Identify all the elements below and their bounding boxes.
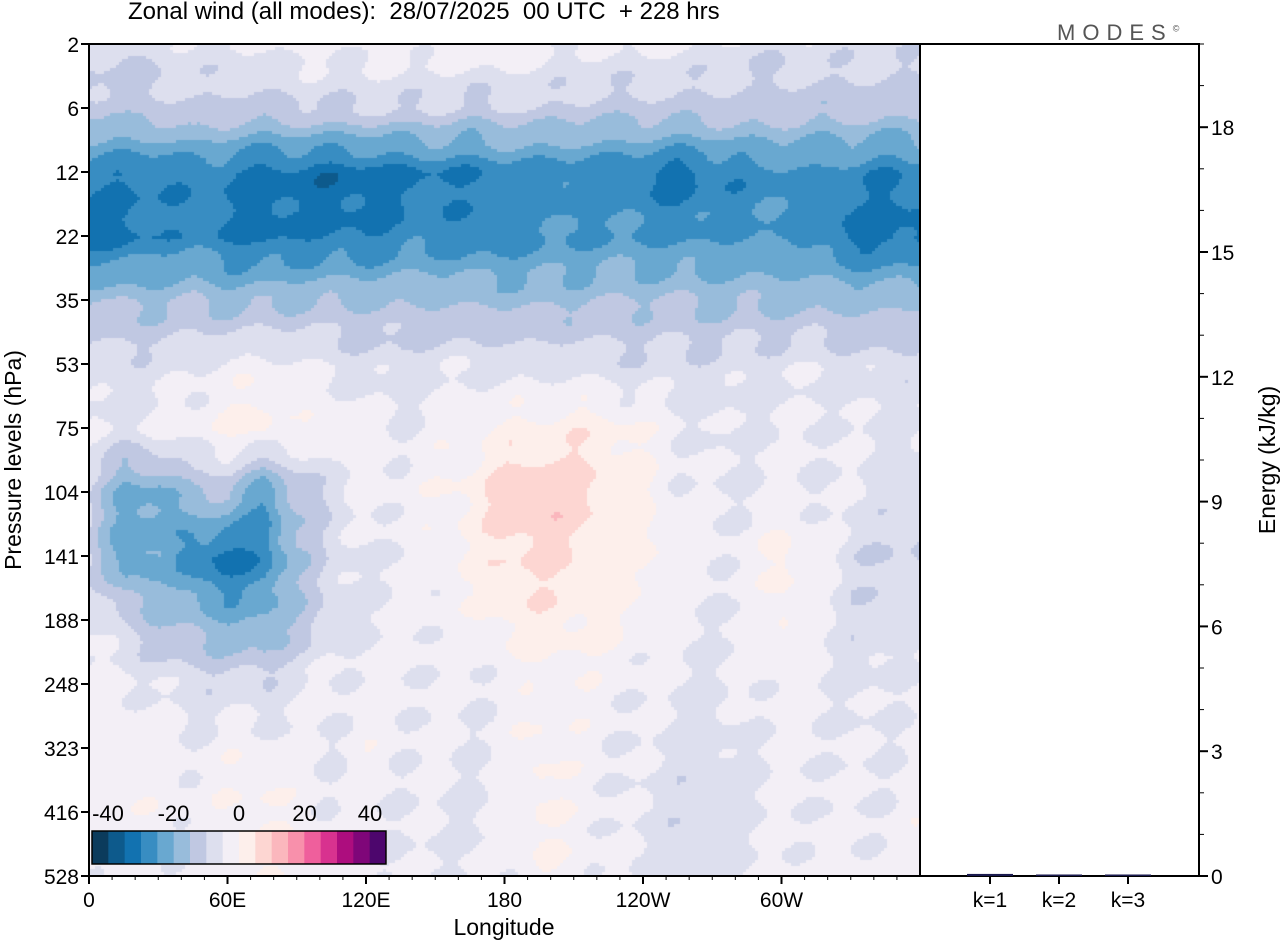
energy-tick-label: 3 [1211,741,1223,764]
energy-tick-label: 12 [1211,367,1234,390]
y-tick-label: 416 [44,802,79,825]
colorbar-tick-label: 40 [358,801,382,826]
colorbar-tick-label: 20 [292,801,316,826]
y-tick-label: 188 [44,610,79,633]
colorbar-swatch [206,831,224,864]
y-tick-label: 6 [67,98,79,121]
colorbar-swatch [369,831,387,864]
chart-title: Zonal wind (all modes): 28/07/2025 00 UT… [128,0,720,25]
bar-label: k=3 [1111,889,1145,912]
energy-tick-label: 9 [1211,492,1223,515]
y-tick-label: 104 [44,482,79,505]
colorbar-tick-label: 0 [233,801,245,826]
x-tick-label: 0 [83,889,95,912]
y-tick-label: 2 [67,34,79,57]
colorbar-swatch [124,831,142,864]
colorbar-swatch [271,831,289,864]
y-tick-label: 53 [56,354,79,377]
y-tick-label: 528 [44,866,79,889]
energy-bar-k=2 [1036,874,1082,876]
colorbar-tick-label: -40 [92,801,124,826]
colorbar-swatch [108,831,126,864]
colorbar-swatch [320,831,338,864]
x-tick-label: 60W [760,889,803,912]
energy-tick-label: 15 [1211,242,1234,265]
colorbar-swatch [255,831,273,864]
energy-tick-label: 6 [1211,616,1223,639]
colorbar-swatch [190,831,207,864]
colorbar-tick-label: -20 [158,801,190,826]
energy-tick-label: 18 [1211,117,1234,140]
y-tick-label: 323 [44,738,79,761]
logo-text: MODES [1057,20,1173,45]
contour-field [89,44,920,876]
colorbar-swatch [222,831,240,864]
y-tick-label: 248 [44,674,79,697]
x-tick-label: 60E [209,889,246,912]
bar-label: k=2 [1042,889,1076,912]
colorbar-swatch [141,831,158,864]
y-tick-label: 12 [56,162,79,185]
energy-tick-label: 0 [1211,866,1223,889]
energy-axis-label: Energy (kJ/kg) [1254,386,1280,534]
colorbar-swatch [304,831,322,864]
energy-panel-frame [919,43,1200,877]
x-tick-label: 120E [341,889,390,912]
colorbar-swatch [288,831,305,864]
plot-frame [88,43,921,877]
colorbar-swatch [157,831,175,864]
modes-logo: MODES© [1057,20,1180,45]
energy-bar-k=1 [967,873,1013,876]
colorbar-frame [91,830,387,865]
colorbar-swatch [173,831,191,864]
y-tick-label: 75 [56,418,79,441]
bar-label: k=1 [973,889,1007,912]
y-axis-label: Pressure levels (hPa) [0,350,26,570]
colorbar-swatch [353,831,371,864]
x-axis-label: Longitude [453,914,554,940]
colorbar-swatch [337,831,354,864]
y-tick-label: 22 [56,226,79,249]
colorbar-swatch [92,831,109,864]
y-tick-label: 35 [56,290,79,313]
y-tick-label: 141 [44,546,79,569]
x-tick-label: 120W [616,889,671,912]
x-tick-label: 180 [487,889,522,912]
colorbar-swatch [239,831,256,864]
energy-bar-k=3 [1105,874,1151,876]
